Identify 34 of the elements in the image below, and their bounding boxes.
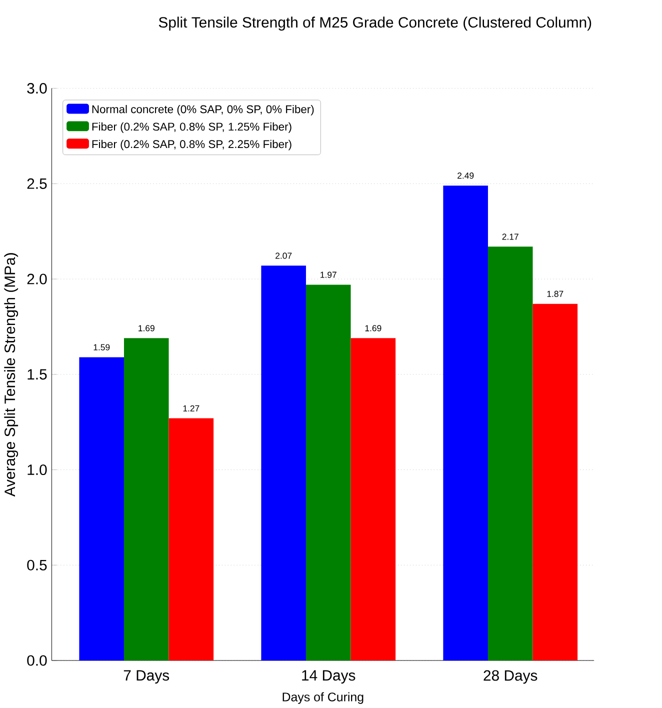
- data-label: 1.87: [547, 290, 563, 297]
- legend-label: Fiber (0.2% SAP, 0.8% SP, 1.25% Fiber): [92, 122, 292, 133]
- bar: [124, 338, 169, 660]
- y-axis-title: Average Split Tensile Strength (MPa): [4, 253, 18, 497]
- y-tick-label: 2.5: [27, 178, 46, 189]
- data-label: 1.69: [138, 325, 154, 332]
- bar: [168, 418, 214, 660]
- bar: [532, 304, 578, 660]
- x-tick-label: 14 Days: [302, 670, 355, 684]
- y-tick-label: 2.0: [27, 274, 47, 284]
- x-tick-label: 7 Days: [124, 670, 169, 684]
- bar: [442, 186, 488, 660]
- y-tick-label: 1.5: [27, 369, 46, 380]
- y-tick-label: 0.0: [26, 655, 47, 666]
- data-label: 2.49: [457, 172, 474, 179]
- bar: [78, 357, 124, 660]
- y-tick-label: 3.0: [26, 83, 47, 94]
- bar: [488, 246, 533, 660]
- data-label: 1.69: [365, 325, 381, 332]
- y-tick-label: 0.5: [26, 560, 46, 570]
- legend-label: Normal concrete (0% SAP, 0% SP, 0% Fiber): [92, 104, 314, 116]
- legend-label: Fiber (0.2% SAP, 0.8% SP, 2.25% Fiber): [92, 140, 292, 150]
- data-label: 1.27: [183, 405, 199, 412]
- bar: [350, 338, 396, 660]
- data-label: 2.07: [275, 252, 292, 259]
- data-label: 1.97: [320, 272, 336, 278]
- x-tick-label: 28 Days: [483, 670, 537, 684]
- data-label: 1.59: [94, 344, 110, 350]
- chart-title: Split Tensile Strength of M25 Grade Concrete (Clustered Column): [158, 16, 591, 31]
- y-tick-label: 1.0: [27, 464, 47, 476]
- x-axis-title: Days of Curing: [282, 692, 363, 704]
- bar: [260, 266, 306, 660]
- bar: [306, 284, 351, 660]
- data-label: 2.17: [502, 234, 518, 240]
